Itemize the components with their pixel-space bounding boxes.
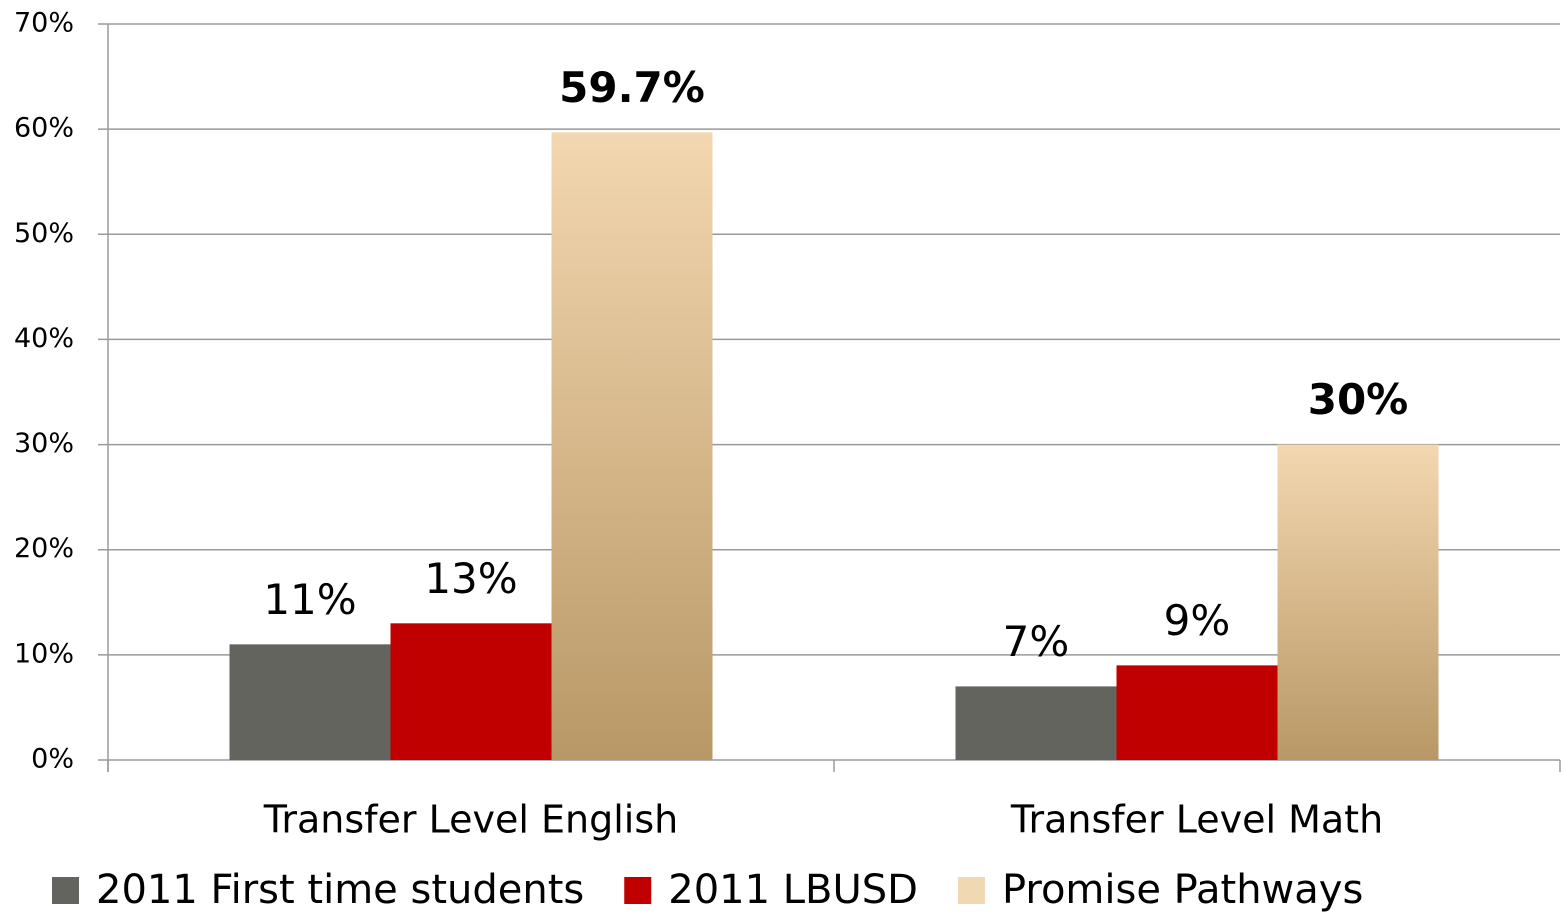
legend-swatch xyxy=(52,877,79,904)
y-tick-label: 20% xyxy=(14,533,74,564)
data-label: 59.7% xyxy=(559,63,705,112)
bar xyxy=(955,686,1117,760)
y-tick-label: 10% xyxy=(14,638,74,669)
bar xyxy=(229,644,391,760)
y-tick-label: 70% xyxy=(14,8,74,39)
bar xyxy=(1116,665,1278,760)
data-label: 7% xyxy=(1003,617,1070,666)
y-tick-label: 0% xyxy=(31,744,74,775)
y-tick-label: 30% xyxy=(14,428,74,459)
data-label: 13% xyxy=(424,554,517,603)
legend-label: 2011 LBUSD xyxy=(668,867,918,913)
legend-swatch xyxy=(957,877,985,904)
bar xyxy=(1277,444,1439,760)
legend-label: 2011 First time students xyxy=(96,867,584,913)
bar xyxy=(390,623,552,760)
y-tick-label: 50% xyxy=(14,218,74,249)
x-tick-label: Transfer Level English xyxy=(263,798,678,842)
data-label: 11% xyxy=(263,575,356,624)
y-tick-label: 60% xyxy=(14,113,74,144)
legend-label: Promise Pathways xyxy=(1002,867,1363,913)
data-label: 30% xyxy=(1308,375,1409,424)
legend-swatch xyxy=(624,877,652,904)
y-tick-label: 40% xyxy=(14,323,74,354)
data-label: 9% xyxy=(1164,596,1231,645)
x-tick-label: Transfer Level Math xyxy=(1010,798,1383,842)
bar xyxy=(551,132,713,761)
